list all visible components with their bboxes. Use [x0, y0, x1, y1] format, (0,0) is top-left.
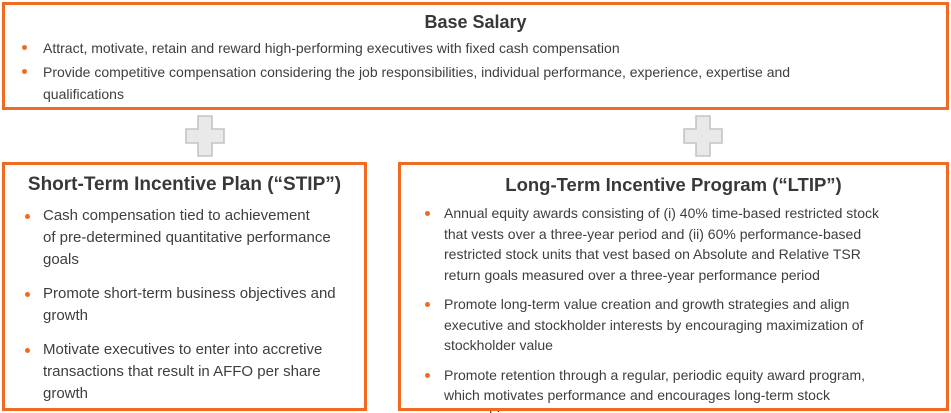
- bullet-dot-icon: [425, 211, 430, 216]
- base-salary-box: Base Salary Attract, motivate, retain an…: [2, 2, 949, 110]
- bullet-text: Cash compensation tied to achievement of…: [43, 207, 331, 268]
- bullet-text: Attract, motivate, retain and reward hig…: [43, 40, 620, 56]
- stip-title: Short-Term Incentive Plan (“STIP”): [27, 174, 342, 195]
- bullet-dot-icon: [425, 302, 430, 307]
- bullet-dot-icon: [425, 372, 430, 378]
- bullet-dot-icon: [25, 292, 30, 297]
- list-item: Annual equity awards consisting of (i) 4…: [425, 203, 936, 285]
- bullet-dot-icon: [25, 214, 30, 219]
- list-item: Attract, motivate, retain and reward hig…: [22, 37, 932, 59]
- stip-box: Short-Term Incentive Plan (“STIP”) Cash …: [2, 162, 367, 411]
- bullet-text: Promote long-term value creation and gro…: [444, 296, 864, 353]
- list-item: Promote retention through a regular, per…: [425, 365, 936, 413]
- list-item: Cash compensation tied to achievement of…: [25, 205, 358, 271]
- stip-bullet-list: Cash compensation tied to achievement of…: [5, 197, 364, 405]
- ltip-title: Long-Term Incentive Program (“LTIP”): [505, 174, 842, 195]
- list-item: Promote short-term business objectives a…: [25, 283, 358, 327]
- plus-icon: [683, 115, 723, 157]
- bullet-dot-icon: [22, 45, 27, 50]
- bullet-text: Motivate executives to enter into accret…: [43, 341, 323, 402]
- list-item: Promote long-term value creation and gro…: [425, 294, 936, 356]
- ltip-bullet-list: Annual equity awards consisting of (i) 4…: [401, 197, 946, 413]
- bullet-text: Annual equity awards consisting of (i) 4…: [444, 205, 879, 283]
- bullet-text: Provide competitive compensation conside…: [43, 64, 791, 102]
- bullet-dot-icon: [22, 69, 27, 74]
- base-salary-bullet-list: Attract, motivate, retain and reward hig…: [5, 34, 946, 105]
- bullet-dot-icon: [25, 348, 30, 353]
- ltip-box: Long-Term Incentive Program (“LTIP”) Ann…: [398, 162, 949, 413]
- base-salary-title: Base Salary: [424, 12, 527, 32]
- bullet-text: Promote retention through a regular, per…: [444, 366, 866, 413]
- list-item: Provide competitive compensation conside…: [22, 61, 932, 105]
- bullet-text: Promote short-term business objectives a…: [43, 285, 336, 324]
- list-item: Motivate executives to enter into accret…: [25, 339, 358, 405]
- plus-icon: [185, 115, 225, 157]
